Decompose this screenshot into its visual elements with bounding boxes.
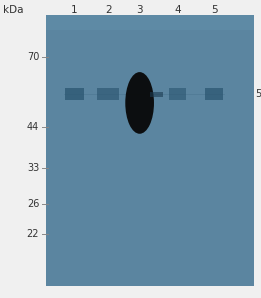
Text: 2: 2 bbox=[105, 5, 112, 15]
Text: 4: 4 bbox=[174, 5, 181, 15]
Ellipse shape bbox=[125, 72, 154, 134]
Bar bbox=[150, 91, 163, 97]
Text: 44: 44 bbox=[27, 122, 39, 132]
Text: 1: 1 bbox=[71, 5, 78, 15]
Text: 33: 33 bbox=[27, 163, 39, 173]
Text: 3: 3 bbox=[136, 5, 143, 15]
Bar bbox=[65, 88, 84, 100]
Text: 70: 70 bbox=[27, 52, 39, 62]
Text: 56kDa: 56kDa bbox=[255, 89, 261, 99]
Bar bbox=[97, 88, 119, 100]
Bar bbox=[46, 15, 254, 286]
Text: kDa: kDa bbox=[3, 5, 23, 15]
Bar bbox=[169, 88, 186, 100]
Bar bbox=[205, 88, 223, 100]
Text: 26: 26 bbox=[27, 199, 39, 209]
Text: 5: 5 bbox=[211, 5, 217, 15]
Bar bbox=[46, 15, 254, 30]
Text: 22: 22 bbox=[27, 229, 39, 239]
